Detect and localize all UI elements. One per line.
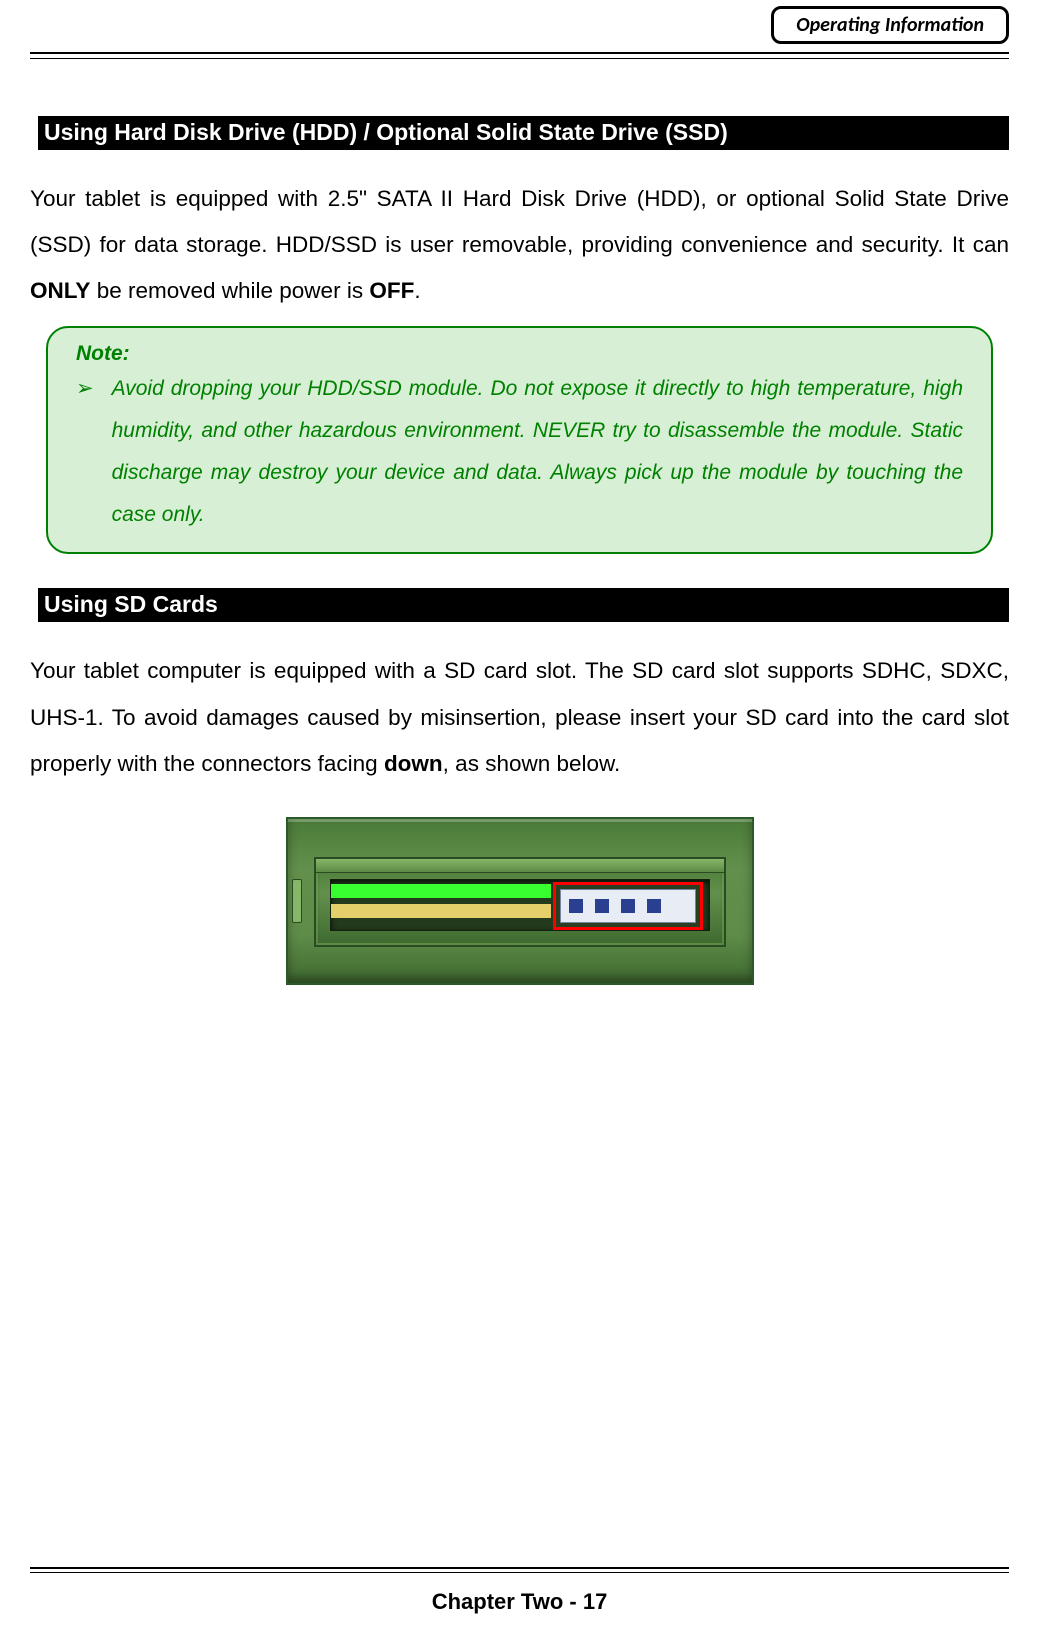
- sd-card-highlight-frame: [553, 882, 703, 930]
- paragraph-hdd-ssd: Your tablet is equipped with 2.5" SATA I…: [30, 176, 1009, 314]
- side-button: [292, 879, 302, 923]
- text-fragment: be removed while power is: [90, 278, 369, 303]
- page-footer: Chapter Two - 17: [30, 1567, 1009, 1615]
- text-fragment: , as shown below.: [443, 751, 621, 776]
- note-bullet-icon: ➢: [76, 368, 94, 536]
- bold-down: down: [384, 751, 443, 776]
- sd-card: [560, 889, 696, 923]
- sd-pin: [647, 899, 661, 913]
- sd-slot-diagram: [30, 817, 1009, 985]
- sd-slot-body: [286, 817, 754, 985]
- sd-pin: [569, 899, 583, 913]
- note-item: ➢ Avoid dropping your HDD/SSD module. Do…: [76, 368, 963, 536]
- footer-rule-thin: [30, 1572, 1009, 1573]
- bold-only: ONLY: [30, 278, 90, 303]
- text-fragment: Your tablet is equipped with 2.5" SATA I…: [30, 186, 1009, 257]
- page-content: Using Hard Disk Drive (HDD) / Optional S…: [0, 90, 1039, 985]
- section-heading-sd-cards: Using SD Cards: [30, 588, 1009, 622]
- inner-cavity: [330, 879, 710, 931]
- bold-off: OFF: [369, 278, 414, 303]
- housing-lip: [316, 859, 724, 873]
- sd-pin: [621, 899, 635, 913]
- footer-rule-thick: [30, 1567, 1009, 1569]
- note-callout: Note: ➢ Avoid dropping your HDD/SSD modu…: [46, 326, 993, 554]
- connector-housing: [314, 857, 726, 947]
- header-rule-thick: [30, 52, 1009, 54]
- note-title: Note:: [76, 342, 963, 366]
- sd-pin: [595, 899, 609, 913]
- gold-accent-bar: [331, 904, 551, 918]
- header-rule-thin: [30, 58, 1009, 59]
- note-text: Avoid dropping your HDD/SSD module. Do n…: [112, 368, 963, 536]
- footer-page-label: Chapter Two - 17: [30, 1589, 1009, 1615]
- text-fragment: .: [414, 278, 420, 303]
- section-heading-hdd-ssd: Using Hard Disk Drive (HDD) / Optional S…: [30, 116, 1009, 150]
- page-header: Operating Information: [0, 0, 1039, 90]
- header-tab: Operating Information: [771, 6, 1009, 44]
- green-accent-bar: [331, 884, 551, 898]
- paragraph-sd-cards: Your tablet computer is equipped with a …: [30, 648, 1009, 786]
